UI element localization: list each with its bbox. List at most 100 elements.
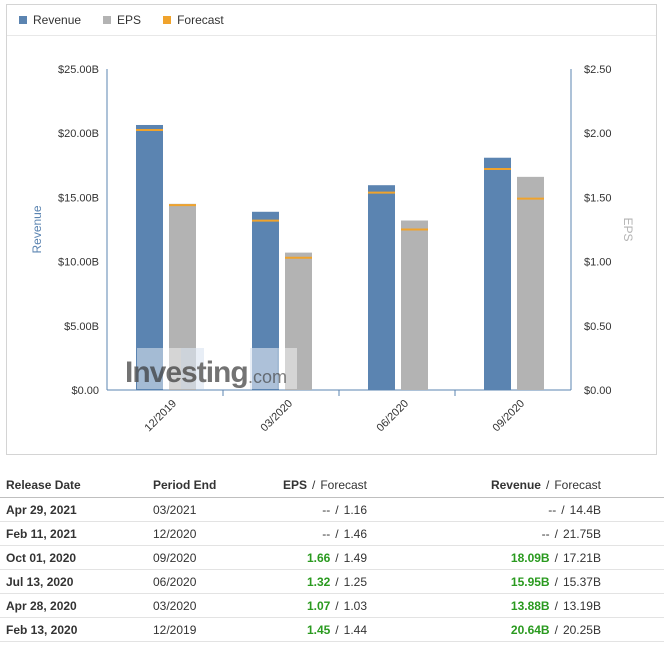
eps-actual: --: [322, 503, 331, 517]
header-eps-label: EPS: [282, 478, 307, 492]
eps-forecast: 1.46: [343, 527, 367, 541]
eps-forecast: 1.44: [343, 623, 367, 637]
revenue-cell: 20.64B / 20.25B: [511, 618, 601, 642]
revenue-forecast: 13.19B: [562, 599, 601, 613]
table-row: Feb 11, 2021 12/2020 -- / 1.46 -- / 21.75B: [0, 522, 664, 546]
legend-forecast[interactable]: Forecast: [163, 13, 224, 27]
eps-cell: 1.45 / 1.44: [307, 618, 367, 642]
table-row: Jul 13, 2020 06/2020 1.32 / 1.25 15.95B / 15.37…: [0, 570, 664, 594]
revenue-forecast: 17.21B: [562, 551, 601, 565]
release-date: Jul 13, 2020: [6, 575, 74, 589]
release-date: Oct 01, 2020: [6, 551, 77, 565]
investing-logo-watermark: Investing .com: [125, 348, 297, 389]
eps-actual: --: [322, 527, 331, 541]
watermark-backdrop: [137, 348, 297, 389]
earnings-table: Release Date Period End EPS / Forecast Rev…: [0, 472, 664, 642]
revenue-cell: 13.88B / 13.19B: [511, 594, 601, 618]
eps-actual: 1.32: [306, 575, 331, 589]
x-tick-label: 12/2019: [143, 398, 180, 435]
revenue-forecast: 20.25B: [562, 623, 601, 637]
revenue-cell: 15.95B / 15.37B: [511, 570, 601, 594]
eps-slash: /: [335, 623, 339, 637]
legend-eps[interactable]: EPS: [103, 13, 141, 27]
forecast-swatch: [163, 16, 172, 24]
revenue-swatch: [19, 16, 27, 24]
header-eps-forecast: Forecast: [320, 478, 367, 492]
revenue-slash: /: [561, 503, 565, 517]
table-row: Apr 29, 2021 03/2021 -- / 1.16 -- / 14.4B: [0, 498, 664, 522]
revenue-bar: [136, 124, 163, 391]
revenue-bar: [368, 185, 395, 390]
table-row: Apr 28, 2020 03/2020 1.07 / 1.03 13.88B / 13.19…: [0, 594, 664, 618]
legend-revenue[interactable]: Revenue: [19, 13, 81, 27]
chart-plot: $0.00 $5.00B $10.00B $15.00B $20.00B $25.00B $…: [30, 64, 635, 435]
eps-forecast: 1.03: [343, 599, 367, 613]
y-tick-right: $2.00: [584, 128, 612, 140]
legend-divider: [7, 35, 656, 36]
eps-slash: /: [335, 575, 339, 589]
table-row: Feb 13, 2020 12/2019 1.45 / 1.44 20.64B / 20.25…: [0, 618, 664, 642]
table-body: Apr 29, 2021 03/2021 -- / 1.16 -- / 14.4B Feb 11…: [0, 498, 664, 642]
revenue-slash: /: [554, 551, 558, 565]
revenue-slash: /: [554, 623, 558, 637]
header-revenue-slash: /: [545, 478, 550, 492]
legend-forecast-label: Forecast: [177, 13, 224, 27]
eps-actual: 1.07: [306, 599, 331, 613]
y-tick-left: $5.00B: [64, 321, 99, 333]
watermark-bar-b: [250, 348, 277, 389]
y-tick-left: $15.00B: [58, 192, 99, 204]
eps-slash: /: [335, 503, 339, 517]
y-axis-title-left: Revenue: [30, 205, 44, 253]
release-date: Feb 13, 2020: [6, 623, 78, 637]
watermark-brand: Investing: [125, 356, 248, 389]
chart-legend: Revenue EPS Forecast: [19, 13, 246, 27]
eps-slash: /: [335, 599, 339, 613]
eps-bar: [285, 252, 312, 390]
eps-cell: 1.32 / 1.25: [307, 570, 367, 594]
x-tick-label: 06/2020: [375, 398, 412, 435]
period-end: 06/2020: [153, 575, 197, 589]
period-end: 03/2021: [153, 503, 197, 517]
release-date: Apr 28, 2020: [6, 599, 77, 613]
revenue-forecast: 14.4B: [569, 503, 601, 517]
eps-forecast: 1.25: [343, 575, 367, 589]
y-tick-left: $20.00B: [58, 128, 99, 140]
revenue-forecast: 21.75B: [562, 527, 601, 541]
period-end: 12/2019: [153, 623, 197, 637]
eps-bar: [169, 203, 196, 390]
header-revenue-forecast: Forecast: [554, 478, 601, 492]
eps-forecast: 1.16: [343, 503, 367, 517]
y-tick-right: $0.00: [584, 385, 612, 397]
revenue-cell: -- / 21.75B: [542, 522, 601, 546]
header-release-date: Release Date: [6, 478, 81, 492]
revenue-bar: [484, 157, 511, 390]
revenue-slash: /: [554, 527, 558, 541]
revenue-actual: --: [541, 527, 550, 541]
period-end: 09/2020: [153, 551, 197, 565]
eps-actual: 1.66: [306, 551, 331, 565]
eps-cell: 1.07 / 1.03: [307, 594, 367, 618]
eps-bar: [517, 176, 544, 390]
period-end: 03/2020: [153, 599, 197, 613]
x-tick-label: 09/2020: [491, 398, 528, 435]
eps-forecast: 1.49: [343, 551, 367, 565]
eps-slash: /: [335, 527, 339, 541]
revenue-cell: 18.09B / 17.21B: [511, 546, 601, 570]
watermark-bar-a: [181, 348, 204, 389]
y-tick-left: $25.00B: [58, 64, 99, 76]
legend-eps-label: EPS: [117, 13, 142, 27]
y-tick-left: $10.00B: [58, 257, 99, 269]
revenue-cell: -- / 14.4B: [548, 498, 601, 522]
revenue-slash: /: [554, 575, 558, 589]
revenue-actual: --: [548, 503, 557, 517]
eps-cell: 1.66 / 1.49: [307, 546, 367, 570]
y-tick-right: $2.50: [584, 64, 612, 76]
eps-cell: -- / 1.16: [322, 498, 367, 522]
table-row: Oct 01, 2020 09/2020 1.66 / 1.49 18.09B / 17.21…: [0, 546, 664, 570]
release-date: Feb 11, 2021: [6, 527, 77, 541]
revenue-actual: 13.88B: [510, 599, 550, 613]
eps-swatch: [103, 16, 112, 24]
revenue-actual: 20.64B: [510, 623, 550, 637]
eps-cell: -- / 1.46: [322, 522, 367, 546]
eps-bar: [401, 220, 428, 390]
